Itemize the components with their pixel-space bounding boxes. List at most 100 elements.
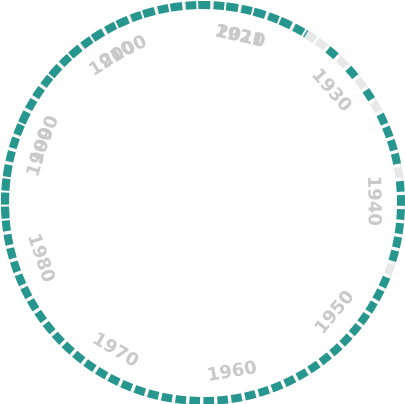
year-bar-1933 (369, 100, 383, 114)
year-bar-2006 (185, 1, 197, 10)
year-bar-1988 (5, 150, 16, 163)
year-bar-1979 (14, 273, 27, 287)
year-bar-1995 (49, 63, 63, 78)
year-bar-1932 (362, 88, 376, 102)
year-bar-1947 (372, 288, 385, 302)
year-bar-1999 (91, 28, 106, 41)
year-bar-1950 (348, 323, 362, 337)
year-bar-1980 (10, 260, 22, 274)
year-bar-1964 (174, 395, 187, 404)
year-bar-1992 (25, 97, 38, 112)
year-bar-1961 (217, 395, 229, 404)
year-bar-1960 (230, 393, 243, 403)
year-bar-1942 (394, 222, 404, 235)
year-bar-1957 (270, 380, 284, 393)
year-bar-2015 (304, 30, 318, 44)
year-bar-1972 (72, 350, 86, 364)
year-bar-2007 (199, 1, 211, 10)
year-bar-1937 (390, 152, 402, 165)
year-bar-1930 (345, 65, 359, 80)
year-bar-1941 (396, 208, 405, 221)
year-bar-2004 (157, 4, 170, 15)
year-bar-2002 (129, 11, 143, 23)
year-bar-1958 (257, 386, 271, 397)
year-bar-2000 (104, 21, 118, 34)
year-bar-1997 (69, 44, 83, 58)
year-bar-1991 (18, 110, 31, 124)
year-bar-2011 (253, 8, 267, 19)
year-bar-1963 (189, 396, 201, 404)
year-bar-1956 (283, 375, 297, 387)
decade-label-1960: 1960 (205, 357, 258, 386)
year-bar-2014 (292, 23, 306, 36)
decade-label-2000: 2000 (96, 31, 150, 73)
decade-label-1970: 1970 (89, 328, 143, 372)
year-bar-1968 (120, 379, 134, 392)
year-bar-1977 (26, 298, 40, 312)
year-bar-1994 (40, 74, 54, 88)
year-bar-1975 (42, 321, 56, 335)
year-bar-1982 (3, 233, 14, 246)
decade-label-1980: 1980 (23, 231, 59, 285)
year-bar-1945 (384, 262, 396, 276)
year-bar-1971 (83, 359, 97, 372)
year-bar-1967 (133, 385, 147, 397)
decade-labels: 1900191019211930194019501960197019801990… (22, 20, 385, 386)
year-bar-1990 (13, 123, 25, 137)
year-bar-1986 (1, 178, 11, 190)
year-bar-2001 (116, 15, 130, 28)
year-bar-1976 (34, 309, 48, 324)
year-bar-2012 (267, 12, 280, 24)
year-bar-1985 (0, 192, 10, 204)
year-bar-2008 (213, 1, 225, 11)
year-bar-1944 (388, 249, 400, 263)
year-bar-1927 (314, 37, 328, 51)
year-bar-1946 (378, 275, 391, 289)
year-bar-1983 (1, 220, 11, 232)
year-bar-1952 (329, 343, 343, 357)
year-bar-1938 (393, 166, 404, 179)
year-bar-1936 (387, 138, 398, 152)
decade-label-1990: 1990 (25, 113, 63, 167)
year-bar-1965 (160, 392, 173, 403)
year-bar-2013 (279, 17, 293, 30)
year-bar-1951 (339, 333, 353, 347)
year-bar-2003 (143, 7, 156, 18)
decade-label-2010: 2010 (214, 20, 268, 52)
year-bar-1984 (1, 206, 10, 218)
year-bar-1948 (365, 300, 378, 314)
year-bar-1993 (32, 85, 45, 100)
year-bar-1931 (354, 76, 368, 90)
year-bar-1928 (325, 46, 339, 60)
year-bar-1996 (58, 53, 73, 68)
year-bar-1934 (376, 112, 389, 126)
year-bar-1969 (107, 373, 121, 386)
year-bar-2009 (227, 2, 239, 13)
year-bar-1943 (392, 236, 403, 249)
decade-label-1940: 1940 (363, 176, 385, 226)
year-bar-1981 (6, 247, 17, 260)
year-bar-1935 (382, 125, 394, 139)
year-bar-1998 (80, 36, 94, 49)
year-bar-1959 (244, 390, 257, 401)
year-bar-1955 (295, 368, 309, 381)
year-bar-2010 (240, 4, 253, 15)
year-bar-1929 (335, 55, 349, 69)
year-bar-1962 (203, 396, 215, 404)
year-bar-1954 (307, 360, 321, 374)
year-bar-1973 (61, 341, 75, 355)
year-bar-1970 (95, 367, 109, 380)
year-bar-1966 (147, 389, 160, 400)
year-bar-1974 (51, 331, 65, 345)
year-bar-1978 (20, 285, 33, 300)
year-bar-1987 (2, 164, 13, 176)
year-bar-1939 (395, 180, 405, 192)
year-bar-1989 (8, 136, 20, 150)
year-bar-1953 (318, 352, 332, 366)
year-bar-1949 (357, 311, 371, 326)
year-bar-2005 (171, 2, 183, 12)
year-bar-1940 (396, 194, 405, 206)
